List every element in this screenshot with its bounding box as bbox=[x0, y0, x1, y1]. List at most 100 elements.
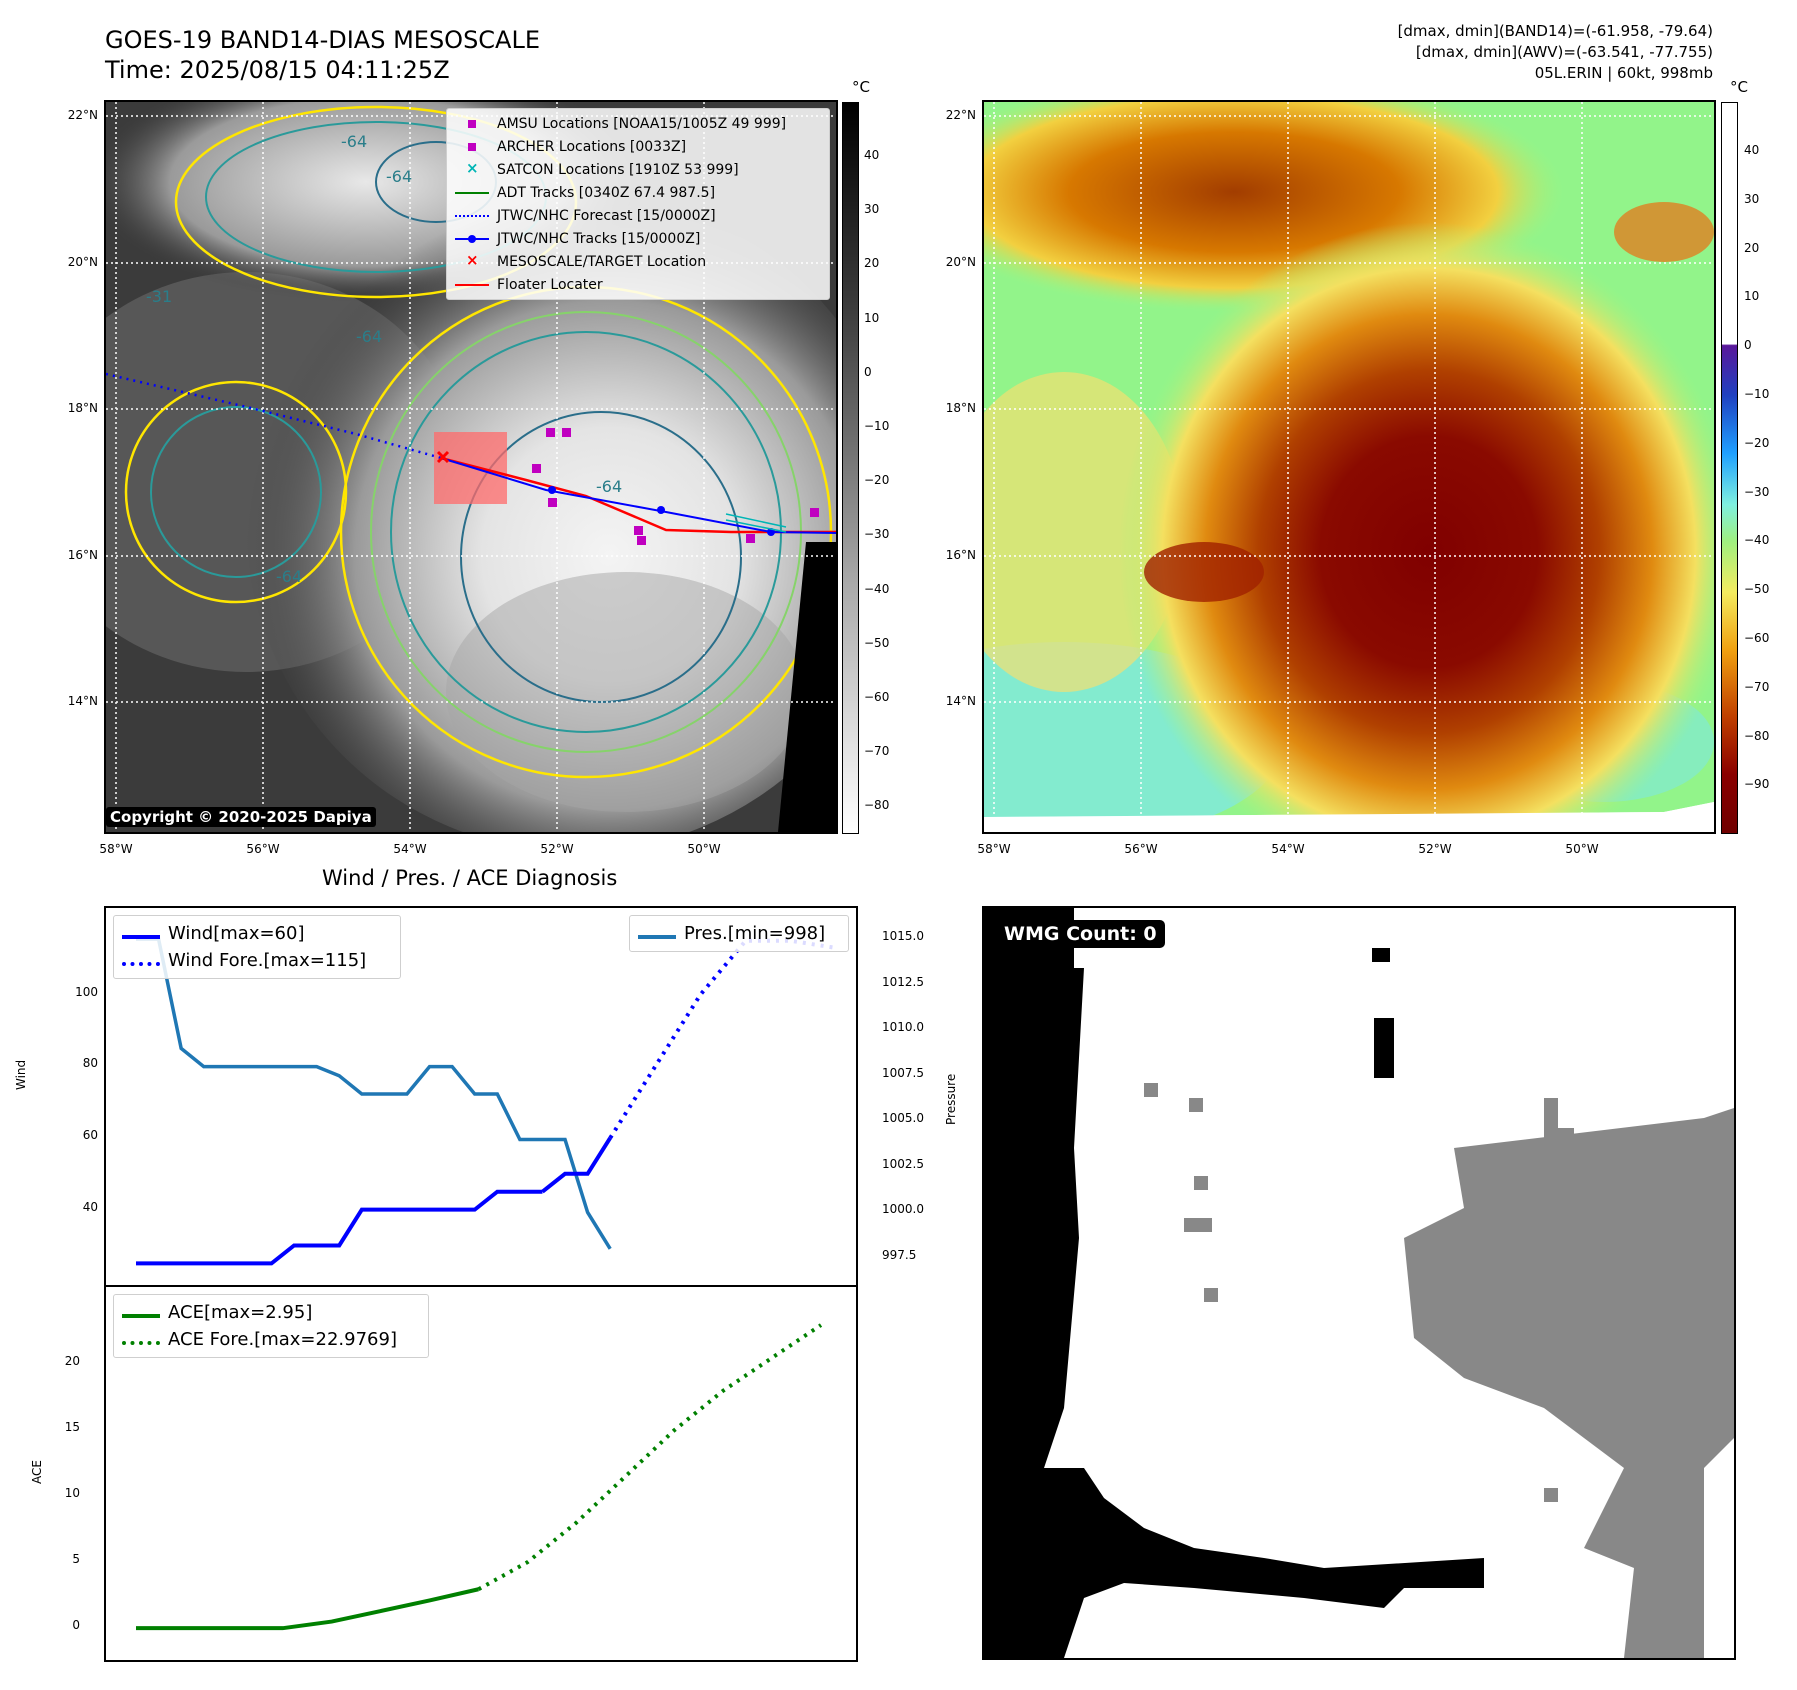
timestamp: Time: 2025/08/15 04:11:25Z bbox=[105, 56, 450, 84]
contour-label: -31 bbox=[146, 287, 172, 306]
legend-marker-icon bbox=[455, 278, 489, 292]
wind-legend: Wind[max=60] Wind Fore.[max=115] bbox=[113, 915, 401, 979]
lon-label: 54°W bbox=[393, 842, 427, 856]
map-legend-item: AMSU Locations [NOAA15/1005Z 49 999] bbox=[455, 112, 821, 135]
jtwc-track-line bbox=[440, 457, 836, 534]
lat-label: 20°N bbox=[67, 255, 98, 269]
gray-colorbar-tick: 0 bbox=[864, 364, 872, 379]
gray-colorbar-tick: −50 bbox=[864, 635, 890, 650]
pressure-tick: 1005.0 bbox=[882, 1111, 924, 1126]
ace-panel: ACE[max=2.95] ACE Fore.[max=22.9769] bbox=[104, 1285, 858, 1662]
wind-line bbox=[136, 1189, 543, 1266]
map-legend-label: ADT Tracks [0340Z 67.4 987.5] bbox=[497, 184, 716, 201]
map-legend-label: AMSU Locations [NOAA15/1005Z 49 999] bbox=[497, 115, 787, 132]
color-colorbar-tick: 40 bbox=[1744, 143, 1760, 157]
lat-label: 14°N bbox=[67, 694, 98, 708]
info-storm: 05L.ERIN | 60kt, 998mb bbox=[1534, 64, 1713, 82]
contour-label: -64 bbox=[341, 132, 367, 151]
gray-colorbar-tick: −80 bbox=[864, 798, 890, 813]
jtwc-track-points bbox=[548, 486, 775, 536]
pressure-tick: 1010.0 bbox=[882, 1020, 924, 1035]
map-legend-item: JTWC/NHC Forecast [15/0000Z] bbox=[455, 204, 821, 227]
wind-tick: 60 bbox=[82, 1127, 98, 1142]
wind-tick: 40 bbox=[82, 1199, 98, 1214]
wind-axis-label: Wind bbox=[14, 1059, 28, 1090]
ace-axis-label: ACE bbox=[30, 1460, 44, 1484]
lon-label: 52°W bbox=[1418, 842, 1452, 856]
map-legend: AMSU Locations [NOAA15/1005Z 49 999] ARCH… bbox=[446, 108, 830, 300]
lon-label: 52°W bbox=[540, 842, 574, 856]
color-colorbar-unit: °C bbox=[1730, 78, 1748, 96]
map-legend-item: × MESOSCALE/TARGET Location bbox=[455, 250, 821, 273]
contour-label: -64 bbox=[356, 327, 382, 346]
gray-colorbar-tick: 40 bbox=[864, 148, 880, 162]
gray-colorbar-tick: −60 bbox=[864, 690, 890, 704]
lon-label: 50°W bbox=[1565, 842, 1599, 856]
page-title: GOES-19 BAND14-DIAS MESOSCALE bbox=[105, 26, 541, 54]
wmg-count-badge: WMG Count: 0 bbox=[996, 920, 1165, 948]
ace-tick: 10 bbox=[64, 1486, 80, 1501]
map-legend-label: JTWC/NHC Tracks [15/0000Z] bbox=[497, 230, 701, 247]
ace-tick: 5 bbox=[72, 1552, 80, 1567]
legend-marker-icon: × bbox=[466, 158, 479, 177]
ace-tick: 0 bbox=[72, 1618, 80, 1633]
lat-label: 18°N bbox=[945, 401, 976, 415]
gray-colorbar-tick: 20 bbox=[864, 256, 880, 271]
lon-label: 50°W bbox=[687, 842, 721, 856]
pressure-tick: 1012.5 bbox=[882, 974, 924, 989]
color-colorbar-tick: −40 bbox=[1744, 533, 1770, 548]
legend-ace-fore: ACE Fore.[max=22.9769] bbox=[122, 1326, 420, 1353]
pressure-tick: 1007.5 bbox=[882, 1065, 924, 1080]
wind-tick: 100 bbox=[75, 984, 98, 999]
legend-marker-icon bbox=[455, 186, 489, 200]
legend-marker-icon bbox=[455, 232, 489, 246]
wind-pres-panel: Wind[max=60] Wind Fore.[max=115] Pres.[m… bbox=[104, 906, 858, 1287]
gray-colorbar-tick: −70 bbox=[864, 744, 890, 759]
wmg-mask bbox=[984, 908, 1734, 1658]
jtwc-forecast-line bbox=[106, 372, 442, 460]
legend-ace: ACE[max=2.95] bbox=[122, 1299, 420, 1326]
info-band14: [dmax, dmin](BAND14)=(-61.958, -79.64) bbox=[1397, 22, 1713, 40]
legend-wind: Wind[max=60] bbox=[122, 920, 392, 947]
pressure-tick: 1015.0 bbox=[882, 929, 924, 944]
color-map-panel bbox=[982, 100, 1716, 834]
legend-marker-icon: × bbox=[466, 250, 479, 269]
map-legend-label: Floater Locater bbox=[497, 276, 603, 293]
lon-label: 54°W bbox=[1271, 842, 1305, 856]
map-legend-label: JTWC/NHC Forecast [15/0000Z] bbox=[497, 207, 716, 224]
ace-tick: 20 bbox=[64, 1354, 80, 1369]
contour-label: -64 bbox=[596, 477, 622, 496]
info-awv: [dmax, dmin](AWV)=(-63.541, -77.755) bbox=[1415, 43, 1713, 61]
wind-forecast-line bbox=[608, 938, 837, 1140]
pressure-line bbox=[136, 937, 612, 1250]
contour-label: -64 bbox=[386, 167, 412, 186]
legend-marker-icon bbox=[455, 117, 489, 131]
map-legend-item: × SATCON Locations [1910Z 53 999] bbox=[455, 158, 821, 181]
legend-marker-icon bbox=[455, 209, 489, 223]
color-colorbar-tick: −20 bbox=[1744, 435, 1770, 450]
map-legend-item: Floater Locater bbox=[455, 273, 821, 296]
color-colorbar-tick: −80 bbox=[1744, 728, 1770, 743]
color-colorbar-tick: 20 bbox=[1744, 240, 1760, 255]
lon-label: 56°W bbox=[246, 842, 280, 856]
lon-label: 56°W bbox=[1124, 842, 1158, 856]
color-colorbar-tick: −70 bbox=[1744, 679, 1770, 694]
lat-label: 22°N bbox=[945, 108, 976, 122]
gray-colorbar bbox=[842, 102, 859, 834]
lat-label: 22°N bbox=[67, 108, 98, 122]
diagnosis-title: Wind / Pres. / ACE Diagnosis bbox=[322, 866, 618, 890]
pressure-axis-label: Pressure bbox=[944, 1073, 958, 1125]
color-colorbar-tick: −50 bbox=[1744, 582, 1770, 597]
wmg-panel: WMG Count: 0 bbox=[982, 906, 1736, 1660]
color-colorbar-tick: 30 bbox=[1744, 191, 1760, 206]
color-colorbar-tick: 10 bbox=[1744, 289, 1760, 304]
target-marker bbox=[436, 450, 450, 464]
pressure-tick: 997.5 bbox=[882, 1247, 917, 1262]
lon-label: 58°W bbox=[99, 842, 133, 856]
legend-marker-icon bbox=[455, 140, 489, 154]
ace-legend: ACE[max=2.95] ACE Fore.[max=22.9769] bbox=[113, 1294, 429, 1358]
lat-label: 16°N bbox=[67, 548, 98, 562]
map-legend-label: SATCON Locations [1910Z 53 999] bbox=[497, 161, 739, 178]
legend-wind-fore: Wind Fore.[max=115] bbox=[122, 947, 392, 974]
lon-label: 58°W bbox=[977, 842, 1011, 856]
